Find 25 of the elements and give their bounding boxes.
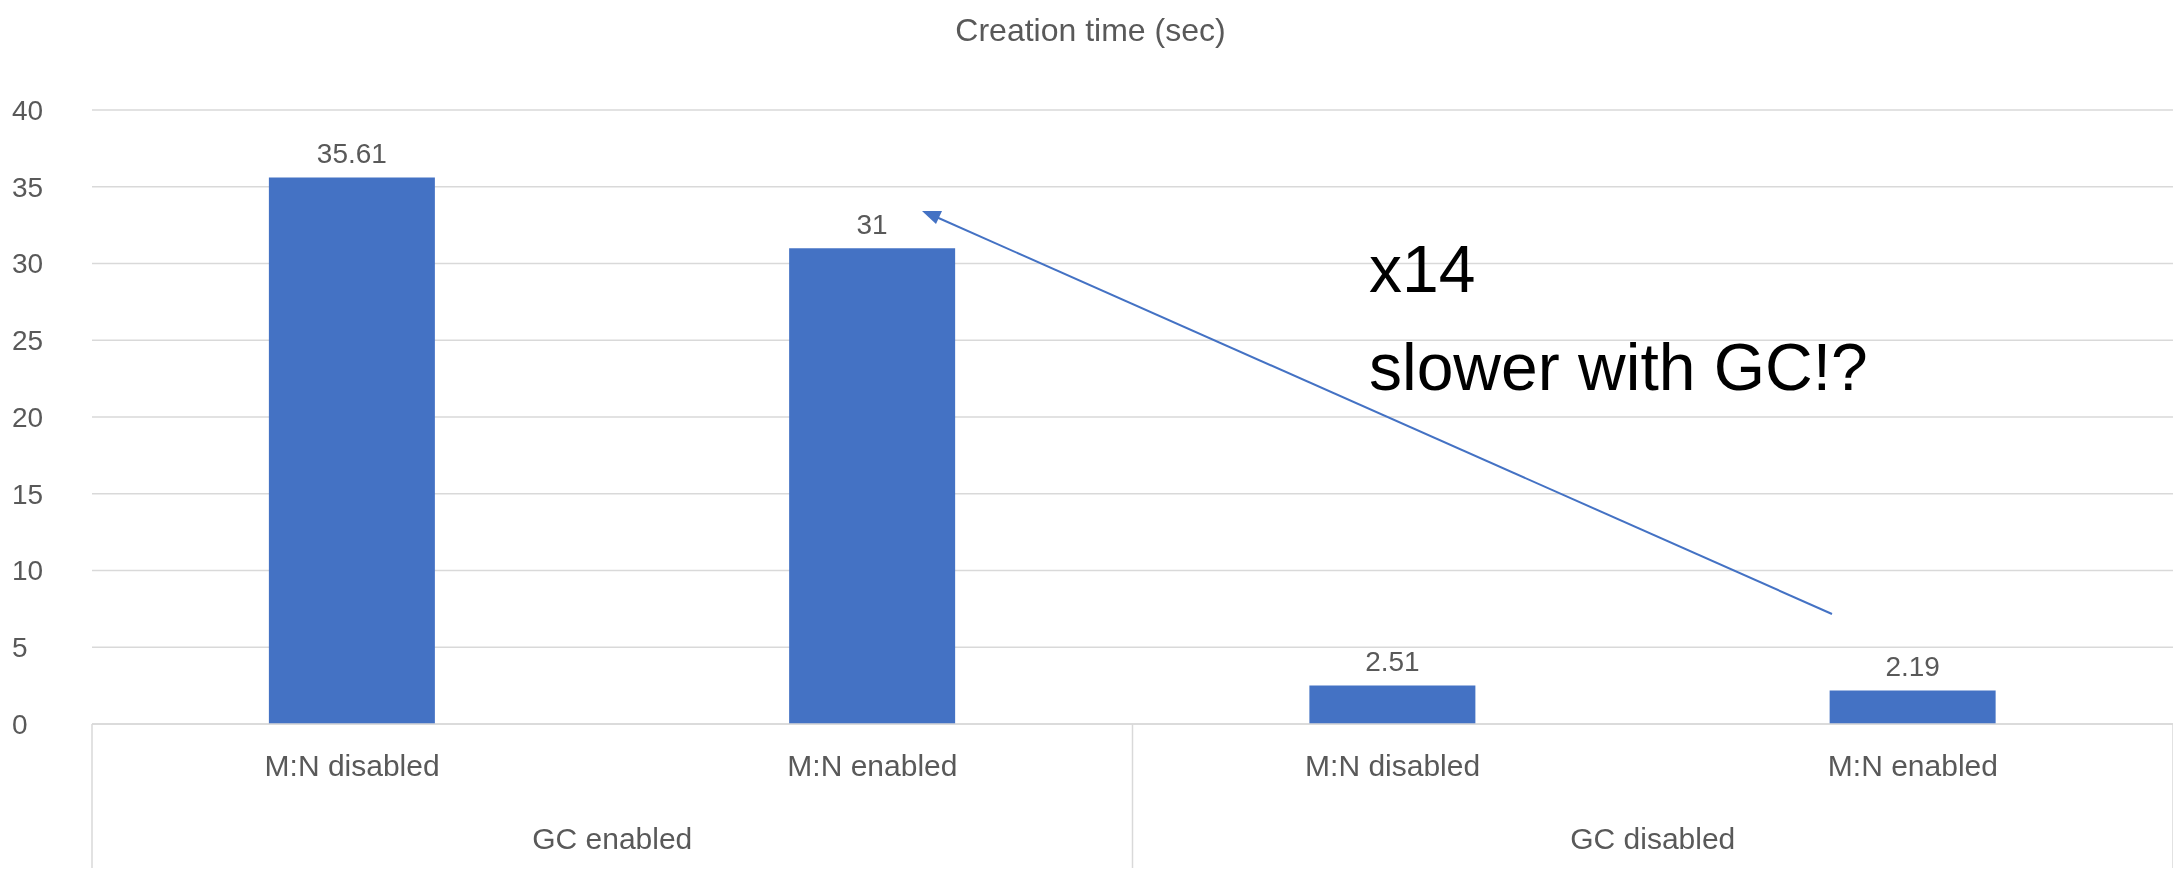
- data-label: 2.19: [1885, 651, 1940, 683]
- x-tick-label: M:N enabled: [787, 749, 958, 782]
- data-label: 35.61: [316, 138, 387, 170]
- y-tick-label: 15: [12, 478, 44, 510]
- data-label: 31: [856, 209, 888, 241]
- x-tick-label: M:N disabled: [264, 749, 440, 782]
- y-tick-label: 35: [12, 171, 44, 203]
- y-tick-label: 5: [12, 632, 28, 664]
- x-tick-label: M:N enabled: [1827, 749, 1998, 782]
- bar: [268, 177, 435, 724]
- bar: [1829, 690, 1996, 724]
- text: GC enabled: [532, 822, 693, 855]
- y-tick-label: 0: [12, 708, 28, 740]
- bar: [789, 248, 956, 724]
- y-tick-label: 20: [12, 401, 44, 433]
- bar: [1309, 685, 1476, 724]
- x-tick-label: M:N disabled: [1305, 749, 1481, 782]
- y-tick-label: 25: [12, 325, 44, 357]
- y-tick-label: 10: [12, 555, 44, 587]
- y-tick-label: 30: [12, 248, 44, 280]
- data-label: 2.51: [1365, 646, 1420, 678]
- y-tick-label: 40: [12, 94, 44, 126]
- chart-title: Creation time (sec): [954, 12, 1227, 49]
- text: GC disabled: [1570, 822, 1736, 855]
- annotation: x14 slower with GC!?: [1369, 231, 1868, 406]
